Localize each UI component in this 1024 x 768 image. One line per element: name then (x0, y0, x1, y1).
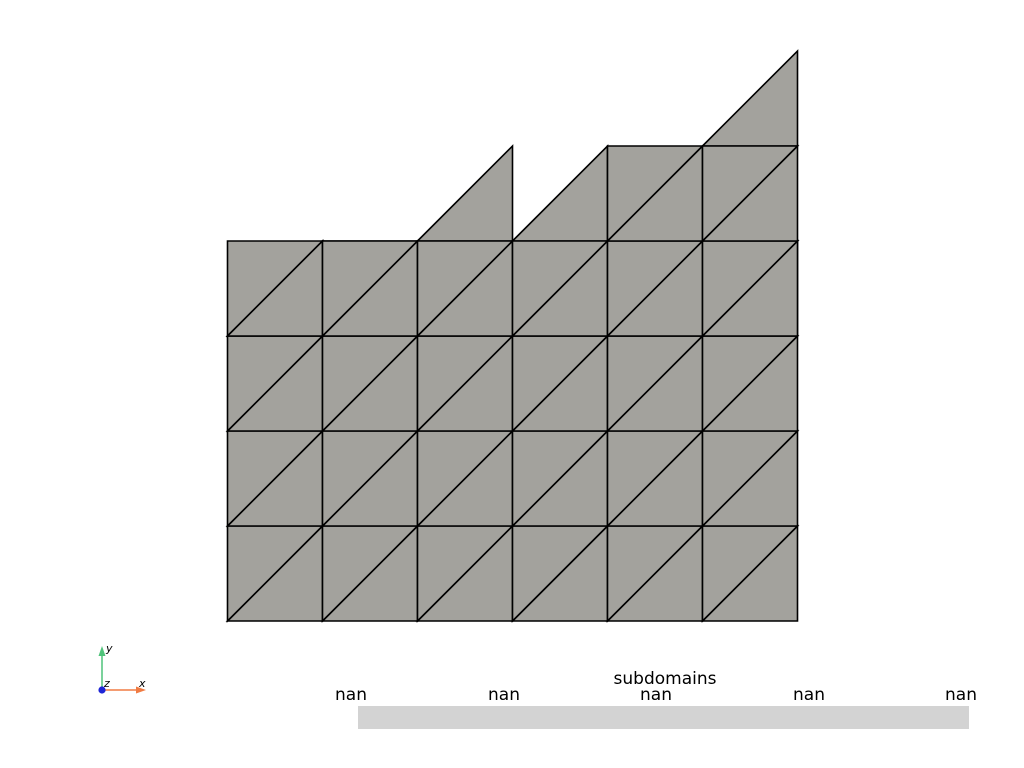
mesh-triangle (415, 144, 514, 242)
mesh-triangle (701, 145, 800, 243)
y-axis-label: y (105, 642, 113, 655)
scalar-bar-tick-label: nan (335, 685, 367, 705)
mesh-triangle (510, 144, 609, 242)
triangle-mesh (225, 49, 800, 623)
x-axis-arrowhead (136, 686, 146, 694)
orientation-axes-widget: y x z (98, 642, 146, 694)
mesh-triangle (416, 240, 515, 338)
z-axis-label: z (103, 677, 110, 690)
scalar-bar-tick-label: nan (640, 685, 672, 705)
z-axis-dot (98, 686, 106, 694)
scalar-bar-tick-label: nan (488, 685, 520, 705)
x-axis-label: x (138, 677, 146, 690)
mesh-triangle (700, 49, 799, 147)
mesh-triangle (321, 240, 420, 338)
y-axis-arrowhead (98, 646, 106, 656)
scalar-bar-tick-label: nan (793, 685, 825, 705)
mesh-triangle (511, 240, 610, 338)
scalar-bar-title: subdomains (613, 669, 717, 689)
mesh-triangle (606, 145, 705, 243)
scalar-bar-tick-label: nan (945, 685, 977, 705)
scalar-bar-color-strip (358, 706, 969, 729)
